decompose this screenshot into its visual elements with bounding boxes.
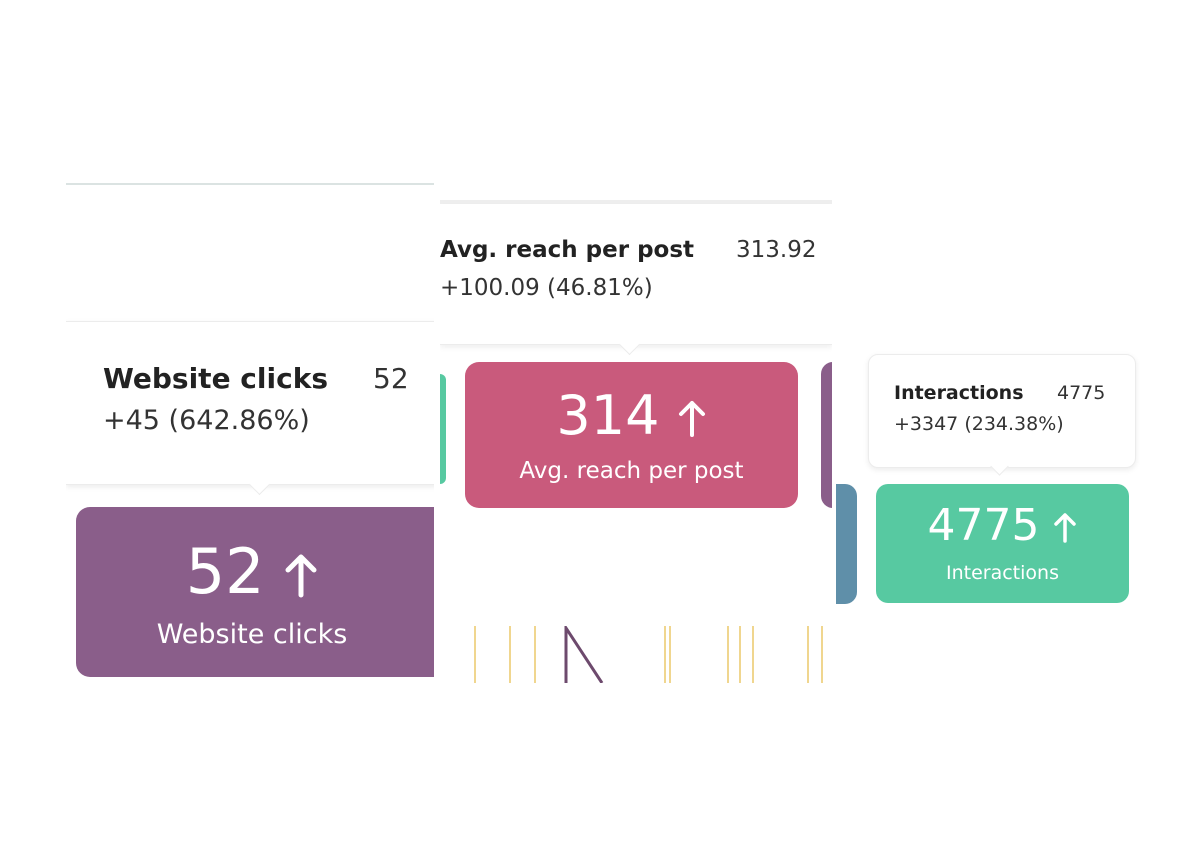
metric-value: 4775 xyxy=(927,500,1040,551)
interactions-panel: Interactions 4775 +3347 (234.38%) 4775 I… xyxy=(836,340,1140,610)
website-clicks-tooltip: Website clicks 52 +45 (642.86%) xyxy=(66,321,434,496)
divider xyxy=(66,183,434,185)
teal-card-edge xyxy=(440,374,446,484)
tooltip-title: Interactions xyxy=(894,382,1024,404)
tooltip-title: Avg. reach per post xyxy=(440,237,695,263)
website-clicks-panel: Website clicks 52 +45 (642.86%) 52 Websi… xyxy=(66,183,434,683)
interactions-card[interactable]: 4775 Interactions xyxy=(876,484,1129,603)
metric-label: Avg. reach per post xyxy=(519,458,744,484)
metric-value-row: 52 xyxy=(76,535,434,608)
purple-card-edge xyxy=(821,362,832,508)
avg-reach-tooltip: Avg. reach per post 313.92 +100.09 (46.8… xyxy=(440,204,832,356)
metric-label: Interactions xyxy=(946,562,1059,584)
tooltip-pointer xyxy=(618,333,641,356)
tooltip-title: Website clicks xyxy=(103,362,328,395)
metric-value-row: 314 xyxy=(465,384,798,447)
tooltip-pointer xyxy=(248,473,271,496)
arrow-up-icon xyxy=(285,554,317,598)
chart-fragment xyxy=(474,626,823,683)
metric-value-row: 4775 xyxy=(876,500,1129,551)
tooltip-value: 313.92 xyxy=(736,237,817,263)
tooltip-pointer xyxy=(990,457,1009,476)
tooltip-value: 52 xyxy=(373,362,409,395)
tooltip-delta: +45 (642.86%) xyxy=(103,405,310,436)
website-clicks-card[interactable]: 52 Website clicks xyxy=(76,507,434,677)
tooltip-delta: +100.09 (46.81%) xyxy=(440,275,653,301)
interactions-tooltip: Interactions 4775 +3347 (234.38%) xyxy=(868,354,1136,476)
avg-reach-panel: Avg. reach per post 313.92 +100.09 (46.8… xyxy=(440,196,832,683)
metric-value: 52 xyxy=(185,535,265,608)
metric-label: Website clicks xyxy=(156,619,348,650)
metric-value: 314 xyxy=(556,384,660,447)
blue-card-edge xyxy=(836,484,857,604)
tooltip-delta: +3347 (234.38%) xyxy=(894,413,1064,435)
divider xyxy=(440,200,832,204)
arrow-up-icon xyxy=(678,401,705,438)
avg-reach-card[interactable]: 314 Avg. reach per post xyxy=(465,362,798,508)
arrow-up-icon xyxy=(1054,513,1077,543)
tooltip-value: 4775 xyxy=(1057,382,1106,404)
